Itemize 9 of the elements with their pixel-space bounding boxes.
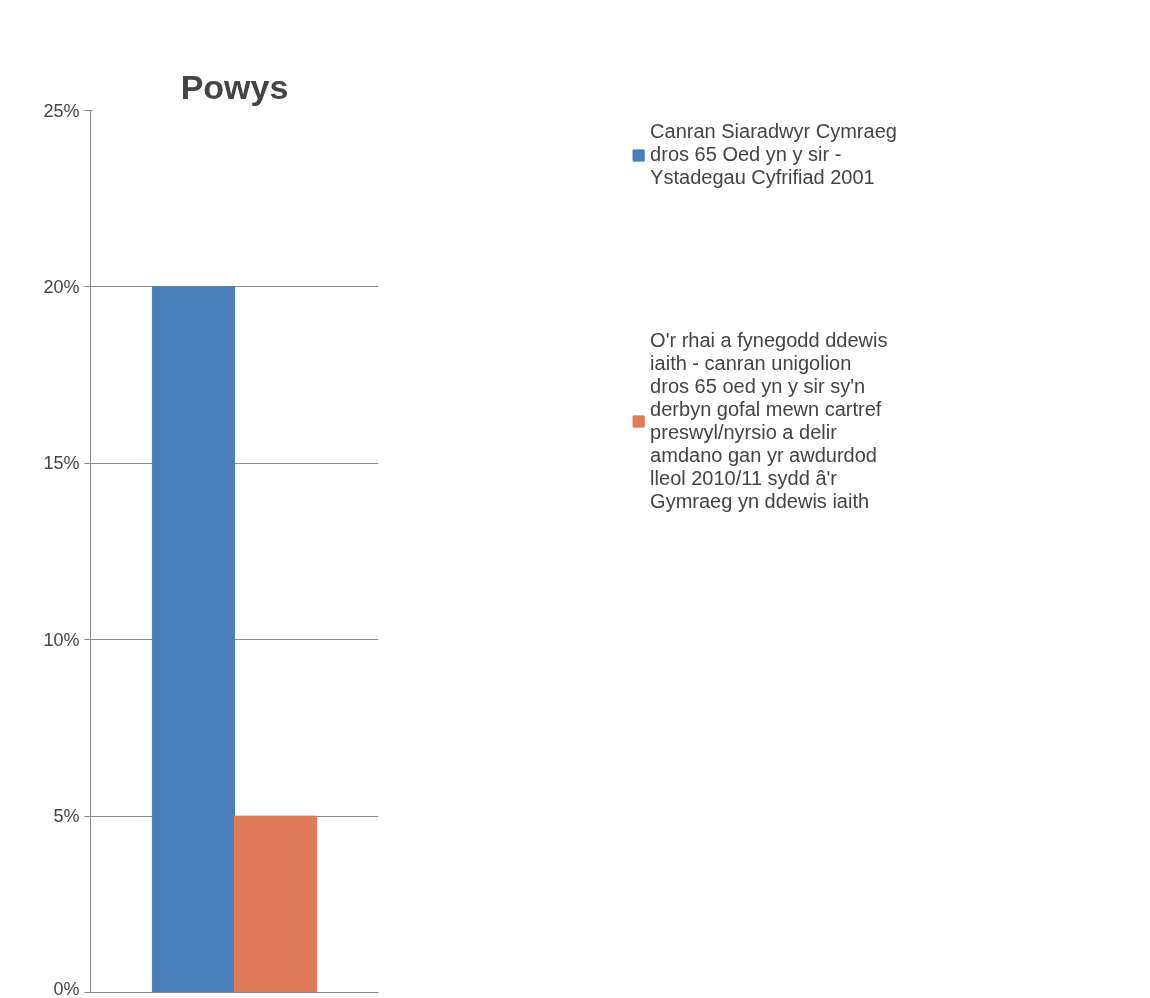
legend-label: O'r rhai a fynegodd ddewis iaith - canran unigolion dros 65 oed yn y sir sy'n derbyn gofal mewn cartref preswyl/nyrsio a delir amdano gan yr awdurdod lleol 2010/11 sydd â'r Gymraeg yn ddewis iaith — [650, 329, 888, 513]
legend-label: Canran Siaradwyr Cymraeg dros 65 Oed yn y sir - Ystadegau Cyfrifiad 2001 — [650, 120, 897, 189]
y-tick-label: 25% — [43, 100, 80, 121]
y-tick-label: 0% — [53, 978, 80, 998]
y-tick-label: 10% — [43, 629, 80, 650]
y-tick-label: 5% — [53, 806, 80, 827]
y-tick-label: 20% — [43, 276, 80, 297]
y-tick-label: 15% — [43, 453, 80, 474]
chart-title: Powys — [180, 67, 289, 106]
